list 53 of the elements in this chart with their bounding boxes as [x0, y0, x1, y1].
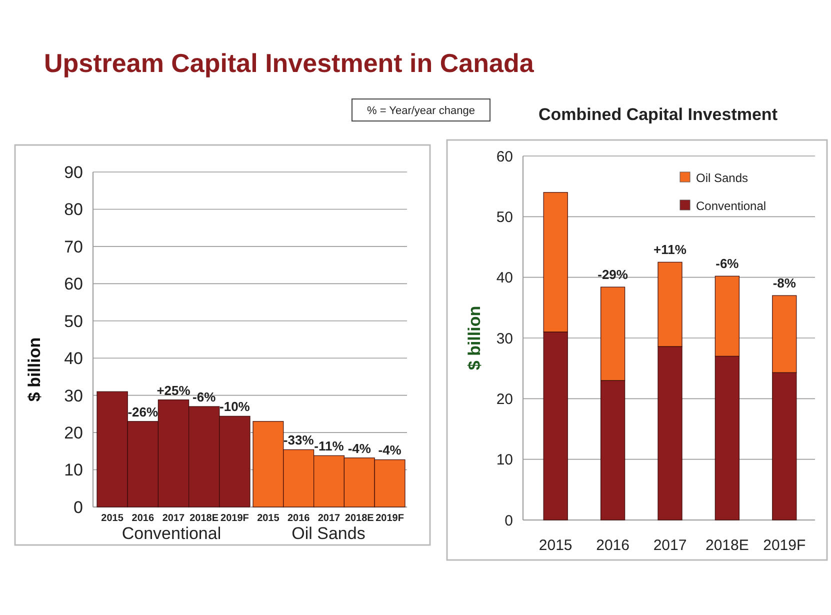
annotation: -6% — [716, 256, 740, 272]
y-tick-label: 60 — [64, 274, 83, 294]
x-tick-label: 2018E — [706, 537, 749, 554]
y-tick-label: 20 — [64, 424, 83, 443]
x-tick-label: 2015 — [101, 513, 124, 524]
annotation: -8% — [772, 276, 796, 291]
chart-title: Combined Capital Investment — [538, 105, 778, 124]
legend-label: Oil Sands — [696, 171, 748, 185]
annotation: -10% — [220, 399, 250, 414]
annotation: -4% — [378, 442, 402, 458]
annotation: -33% — [283, 432, 314, 448]
y-tick-label: 60 — [496, 148, 513, 166]
annotation: +11% — [654, 242, 687, 258]
x-tick-label: 2019F — [376, 513, 404, 524]
x-tick-label: 2017 — [653, 537, 687, 554]
y-axis-title: $ billion — [25, 337, 44, 402]
x-tick-label: 2017 — [162, 513, 186, 524]
annotation: -4% — [348, 440, 372, 456]
y-tick-label: 90 — [64, 162, 83, 182]
y-tick-label: 50 — [496, 208, 513, 226]
x-tick-label: 2016 — [287, 513, 310, 524]
x-axis-title: Oil Sands — [292, 524, 366, 543]
annotation: -29% — [598, 267, 628, 282]
x-tick-label: 2015 — [538, 537, 572, 554]
annotation: -26% — [128, 404, 159, 420]
x-tick-label: 2015 — [257, 513, 280, 524]
y-tick-label: 30 — [64, 386, 83, 406]
x-tick-label: 2019F — [763, 537, 806, 554]
chart-title: Upstream Capital Investment in Canada — [44, 48, 534, 78]
x-tick-label: 2017 — [318, 513, 341, 524]
annotation: +25% — [156, 382, 191, 398]
legend-label: Conventional — [696, 199, 766, 213]
y-tick-label: 20 — [496, 390, 513, 408]
y-tick-label: 70 — [64, 237, 83, 256]
x-tick-label: 2019F — [220, 513, 249, 524]
y-axis-title: $ billion — [465, 306, 484, 370]
y-tick-label: 40 — [496, 270, 513, 287]
y-tick-label: 40 — [64, 349, 83, 368]
y-tick-label: 0 — [504, 512, 513, 530]
annotation: -11% — [314, 438, 344, 454]
text: % = Year/year change — [367, 105, 475, 117]
y-tick-label: 80 — [64, 200, 83, 220]
annotation: -6% — [192, 390, 216, 404]
y-tick-label: 30 — [496, 330, 513, 348]
x-tick-label: 2016 — [132, 513, 154, 524]
x-axis-title: Conventional — [122, 524, 222, 543]
y-tick-label: 0 — [74, 498, 83, 517]
x-tick-label: 2018E — [344, 513, 374, 524]
x-tick-label: 2016 — [596, 537, 630, 554]
x-tick-label: 2018E — [190, 513, 219, 524]
y-tick-label: 10 — [64, 460, 83, 480]
y-tick-label: 50 — [64, 312, 83, 331]
y-tick-label: 10 — [496, 452, 513, 469]
